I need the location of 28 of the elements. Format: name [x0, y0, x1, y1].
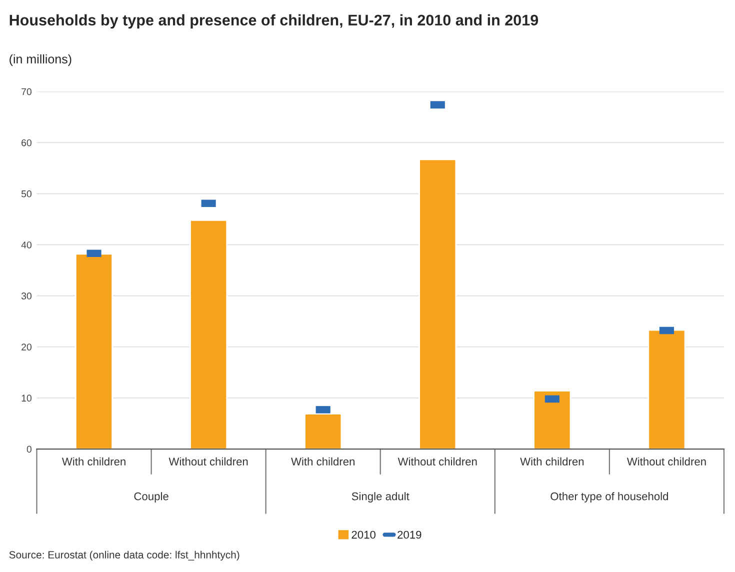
- source-note: Source: Eurostat (online data code: lfst_hhnhtych): [9, 550, 240, 561]
- y-tick-label: 50: [21, 190, 32, 198]
- x-tick-label: With children: [520, 457, 584, 466]
- x-tick-label: With children: [291, 457, 354, 466]
- bar: [75, 253, 114, 450]
- y-tick-label: 30: [21, 292, 32, 300]
- x-tick-label: Without children: [168, 457, 248, 466]
- text: Couple: [134, 492, 168, 502]
- y-tick-label: 10: [22, 394, 32, 402]
- x-tick-label: Without children: [398, 457, 477, 466]
- legend-label: 2010: [352, 530, 376, 539]
- y-tick-label: 40: [21, 241, 32, 248]
- legend-label: 2019: [398, 530, 422, 539]
- y-tick-label: 0: [26, 446, 32, 453]
- bar: [418, 158, 457, 450]
- y-tick-label: 70: [22, 88, 32, 96]
- bar: [533, 390, 572, 450]
- y-tick-label: 60: [22, 139, 32, 146]
- text: Other type of household: [550, 492, 668, 502]
- text: Single adult: [352, 492, 410, 502]
- x-tick-label: With children: [62, 457, 126, 466]
- chart-subtitle: (in millions): [10, 54, 72, 66]
- bar: [304, 413, 342, 450]
- y-tick-label: 20: [22, 344, 32, 350]
- bar: [190, 220, 228, 450]
- bar: [648, 329, 686, 450]
- chart-title: Households by type and presence of children, EU-27, in 2010 and in 2019: [10, 14, 538, 29]
- x-tick-label: Without children: [626, 457, 706, 466]
